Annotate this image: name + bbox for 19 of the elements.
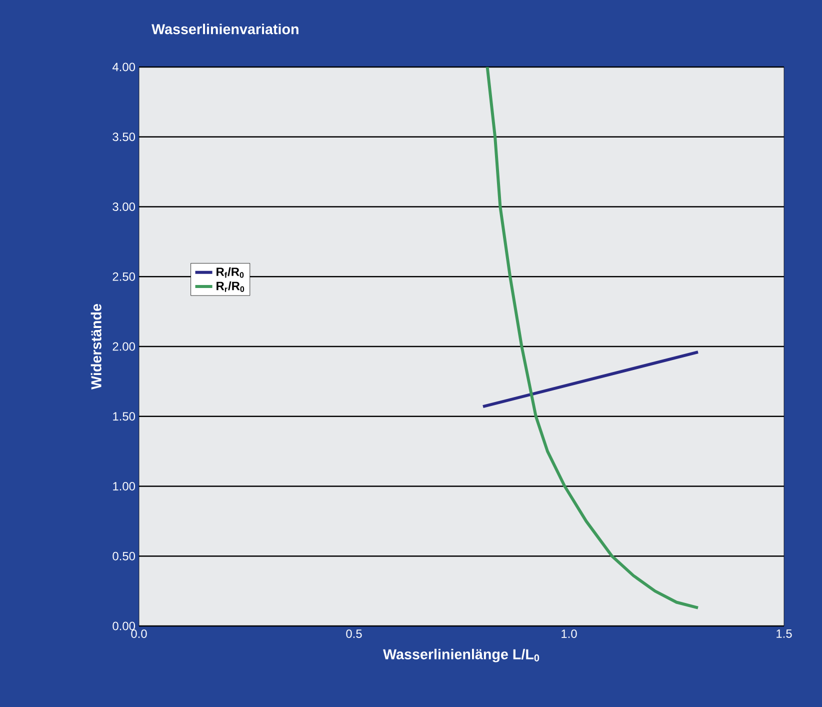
y-tick-label: 2.50: [112, 272, 136, 281]
y-axis-title: Widerstände: [90, 304, 102, 390]
y-tick-label: 0.50: [112, 552, 136, 560]
x-tick-label: 0.5: [346, 630, 362, 638]
y-tick-label: 2.00: [112, 342, 136, 351]
y-tick-label: 0.00: [112, 622, 136, 630]
x-axis-title: Wasserlinienlänge L/L$_{0}$: [383, 648, 540, 662]
x-tick-label: 1.0: [562, 630, 577, 638]
y-tick-label: 3.50: [112, 132, 136, 142]
x-tick-label: 0.0: [131, 630, 147, 638]
y-tick-label: 3.00: [112, 202, 136, 211]
x-tick-label: 1.5: [776, 630, 792, 638]
y-tick-label: 4.00: [112, 62, 136, 72]
chart-title: Wasserlinienvariation: [152, 24, 298, 34]
line-series: [486, 66, 700, 610]
legend-label: R$_{f}$/R$_{0}$: [216, 267, 244, 278]
y-tick-label: 1.50: [113, 412, 136, 421]
legend-label: R$_{r}$/R$_{0}$: [216, 281, 244, 292]
y-tick-label: 1.00: [113, 482, 136, 490]
